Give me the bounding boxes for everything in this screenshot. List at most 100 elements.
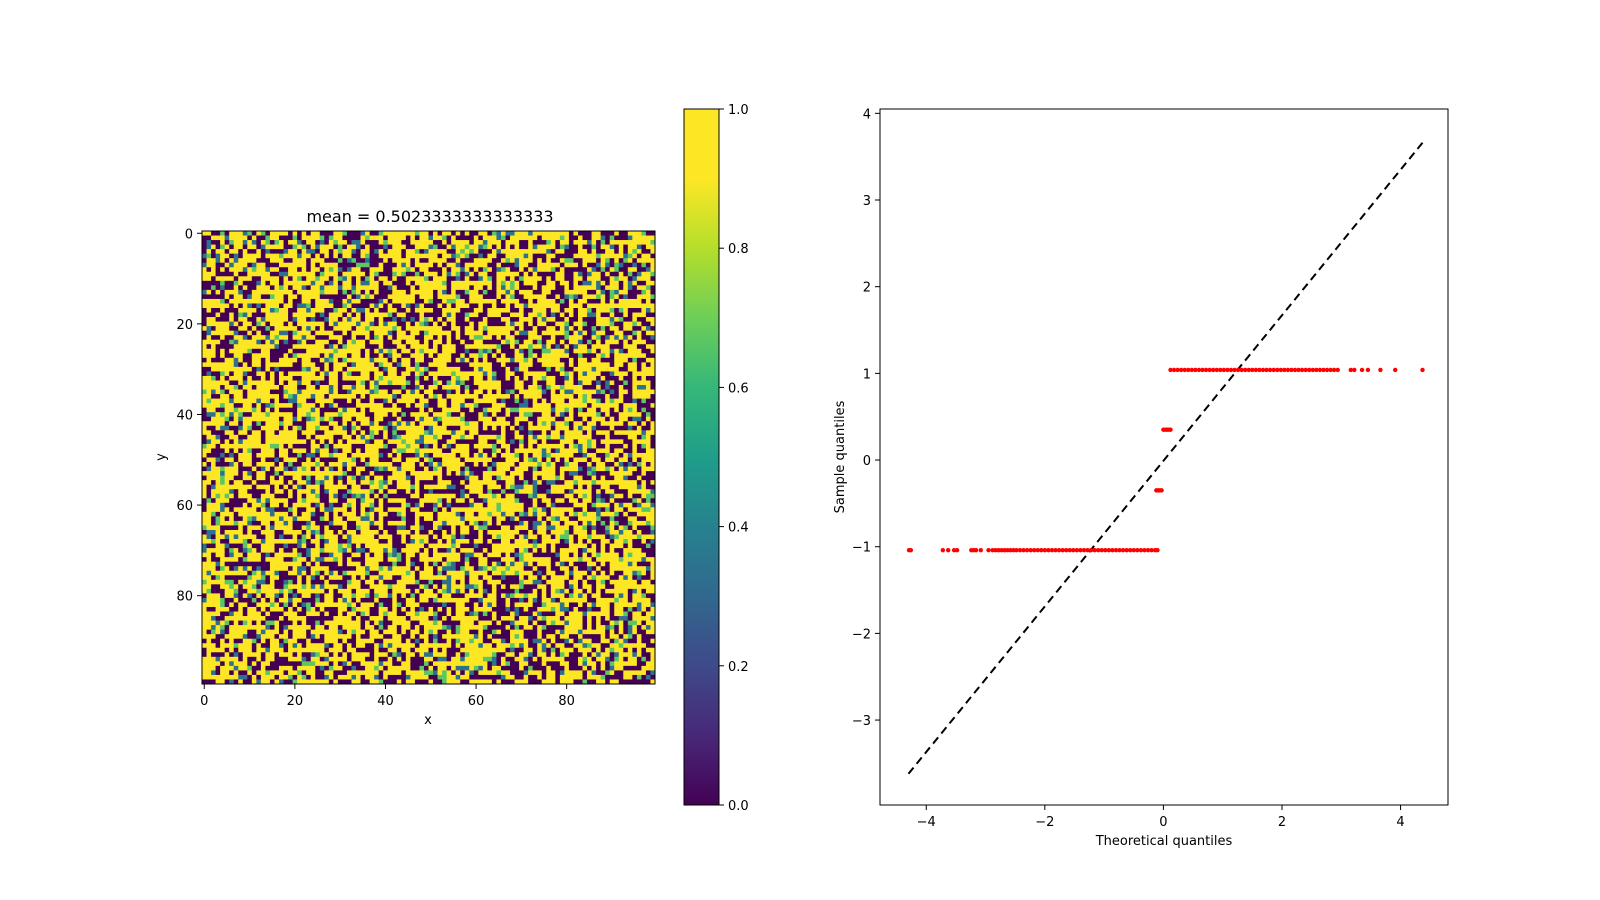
heatmap-cell [523, 389, 529, 395]
heatmap-cell [532, 348, 538, 354]
heatmap-cell [365, 394, 370, 399]
heatmap-cell [514, 339, 520, 345]
heatmap-cell [365, 308, 370, 313]
heatmap-cell [251, 443, 257, 449]
heatmap-cell [356, 249, 361, 254]
heatmap-cell [288, 271, 293, 277]
heatmap-cell [641, 385, 647, 390]
heatmap-cell [301, 380, 307, 386]
heatmap-cell [410, 398, 416, 404]
heatmap-cell [596, 425, 601, 431]
heatmap-cell [618, 443, 624, 449]
heatmap-cell [550, 267, 556, 273]
heatmap-cell [387, 394, 393, 399]
heatmap-cell [419, 403, 425, 409]
heatmap-cell [346, 353, 352, 359]
heatmap-cell [319, 348, 325, 354]
heatmap-cell [605, 303, 611, 309]
heatmap-cell [220, 452, 225, 458]
heatmap-cell [238, 267, 244, 273]
heatmap-cell [528, 303, 534, 309]
heatmap-cell [510, 348, 515, 354]
heatmap-cell [297, 285, 303, 291]
heatmap-cell [333, 235, 339, 241]
heatmap-cell [550, 321, 556, 327]
heatmap-cell [274, 280, 280, 286]
heatmap-cell [396, 385, 402, 390]
heatmap-cell [356, 235, 361, 241]
heatmap-cell [500, 308, 506, 313]
heatmap-cell [577, 407, 583, 413]
heatmap-cell [374, 267, 380, 273]
heatmap-cell [233, 285, 239, 291]
heatmap-cell [641, 249, 647, 254]
heatmap-cell [464, 403, 470, 409]
heatmap-cell [315, 434, 321, 440]
heatmap-cell [609, 271, 615, 277]
heatmap-cell [510, 298, 515, 304]
heatmap-cell [423, 317, 429, 322]
heatmap-cell [505, 407, 511, 413]
heatmap-cell [568, 439, 574, 445]
heatmap-cell [356, 285, 361, 291]
heatmap-cell [324, 271, 330, 277]
heatmap-cell [337, 394, 343, 399]
heatmap-cell [233, 262, 239, 268]
heatmap-cell [360, 366, 366, 372]
heatmap-cell [423, 271, 429, 277]
heatmap-cell [428, 285, 434, 291]
heatmap-cell [215, 231, 221, 236]
heatmap-cell [455, 244, 461, 250]
heatmap-cell [559, 362, 565, 368]
heatmap-cell [623, 394, 629, 399]
heatmap-cell [292, 231, 298, 236]
heatmap-cell [383, 308, 389, 313]
heatmap-cell [632, 271, 638, 277]
heatmap-cell [523, 380, 529, 386]
heatmap-cell [215, 303, 221, 309]
heatmap-cell [623, 285, 629, 291]
heatmap-cell [460, 303, 466, 309]
heatmap-cell [260, 380, 266, 386]
heatmap-cell [256, 344, 262, 350]
heatmap-cell [618, 344, 624, 350]
heatmap-cell [256, 298, 262, 304]
heatmap-cell [623, 244, 629, 250]
heatmap-cell [220, 443, 225, 449]
heatmap-cell [442, 412, 447, 418]
heatmap-cell [337, 371, 343, 377]
heatmap-cell [405, 294, 411, 300]
heatmap-cell [537, 312, 543, 318]
heatmap-cell [455, 353, 461, 359]
heatmap-cell [423, 289, 429, 295]
heatmap-cell [360, 339, 366, 345]
heatmap-cell [487, 267, 493, 273]
heatmap-cell [288, 448, 293, 454]
heatmap-cell [297, 380, 303, 386]
heatmap-cell [541, 452, 547, 458]
heatmap-cell [419, 317, 425, 322]
heatmap-cell [365, 353, 370, 359]
heatmap-cell [537, 407, 543, 413]
heatmap-cell [251, 385, 257, 390]
heatmap-cell [505, 398, 511, 404]
heatmap-cell [251, 312, 257, 318]
heatmap-cell [469, 348, 475, 354]
heatmap-cell [333, 380, 339, 386]
heatmap-cell [541, 348, 547, 354]
heatmap-cell [220, 335, 225, 341]
heatmap-cell [396, 394, 402, 399]
heatmap-cell [528, 362, 534, 368]
heatmap-cell [464, 398, 470, 404]
heatmap-cell [247, 289, 253, 295]
heatmap-cell [233, 443, 239, 449]
heatmap-cell [650, 317, 656, 322]
heatmap-cell [614, 308, 620, 313]
heatmap-cell [369, 294, 375, 300]
heatmap-cell [559, 335, 565, 341]
heatmap-cell [256, 271, 262, 277]
heatmap-cell [260, 262, 266, 268]
heatmap-cell [256, 398, 262, 404]
heatmap-cell [279, 434, 284, 440]
heatmap-cell [387, 389, 393, 395]
